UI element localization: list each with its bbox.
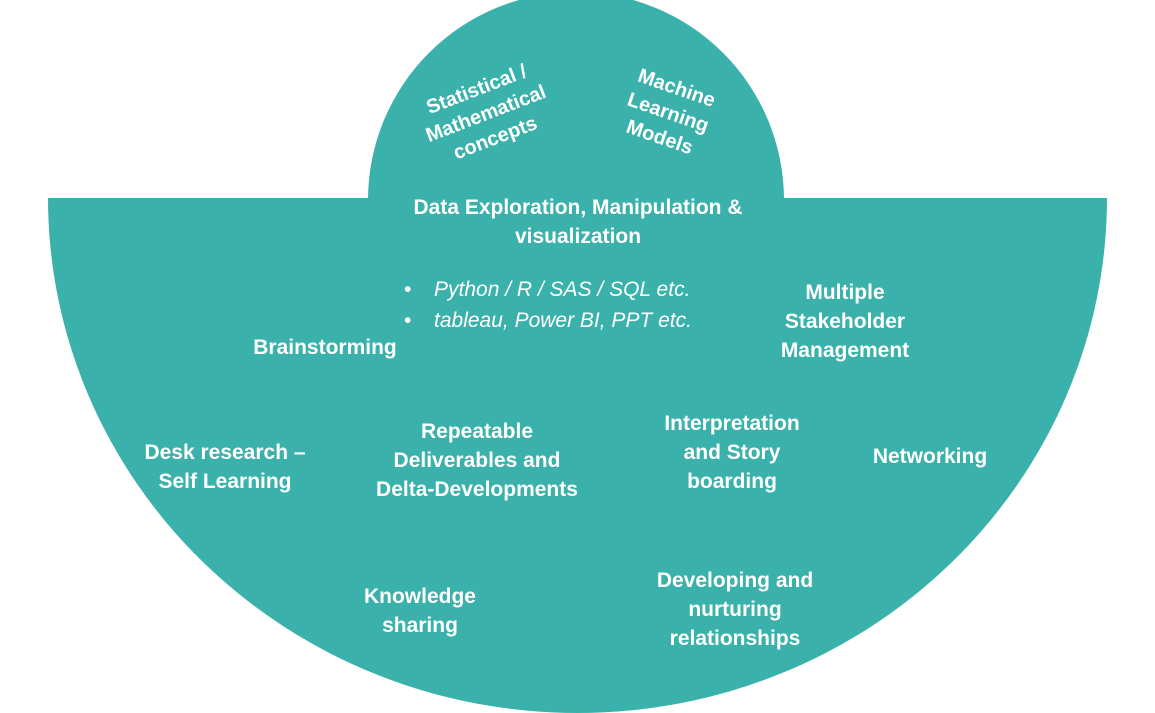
knowledge-sharing-label: Knowledge sharing xyxy=(363,585,476,637)
brainstorming-label: Brainstorming xyxy=(253,336,397,359)
relationships-label: Developing and nurturing relationships xyxy=(656,569,814,650)
tools-list: • Python / R / SAS / SQL etc. • tableau, P… xyxy=(404,274,692,336)
data-exploration-heading: Data Exploration, Manipulation & visuali… xyxy=(413,196,743,248)
interpretation-label: Interpretation and Story boarding xyxy=(664,412,800,493)
deliverables-label: Repeatable Deliverables and Delta-Develo… xyxy=(376,420,578,501)
tools-list-item: • tableau, Power BI, PPT etc. xyxy=(404,309,692,332)
tools-list-item: • Python / R / SAS / SQL etc. xyxy=(404,278,691,301)
desk-research-label: Desk research – Self Learning xyxy=(144,441,306,493)
top-cap-shape xyxy=(368,0,784,200)
networking-label: Networking xyxy=(872,445,988,468)
stakeholder-management-label: Multiple Stakeholder Management xyxy=(780,281,910,362)
semicircle-shape xyxy=(48,198,1107,713)
